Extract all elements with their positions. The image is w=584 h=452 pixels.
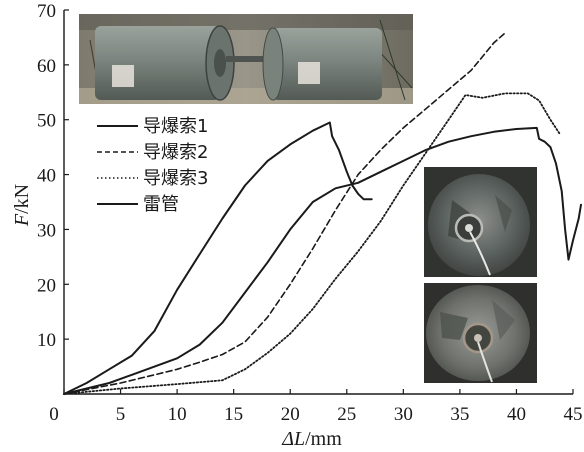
series-line-4 xyxy=(63,126,582,395)
series-line-1 xyxy=(63,121,373,395)
legend: 导爆索1 导爆索2 导爆索3 雷管 xyxy=(97,116,208,215)
x-tick-label: 30 xyxy=(394,404,413,425)
x-tick-label: 15 xyxy=(224,404,243,425)
y-tick-label: 10 xyxy=(37,330,56,351)
legend-label-4: 雷管 xyxy=(143,194,179,215)
y-tick-label: 20 xyxy=(37,275,56,296)
legend-item-1: 导爆索1 xyxy=(97,116,208,137)
x-ticks: 0 5 10 15 20 25 30 35 40 45 xyxy=(49,389,583,425)
legend-item-2: 导爆索2 xyxy=(97,142,208,163)
x-tick-label: 40 xyxy=(507,404,526,425)
x-tick-label: 20 xyxy=(281,404,300,425)
x-tick-label: 5 xyxy=(116,404,126,425)
y-tick-label: 70 xyxy=(37,1,56,22)
x-axis-symbol: ΔL xyxy=(281,428,305,450)
y-tick-label: 50 xyxy=(37,111,56,132)
series-line-3 xyxy=(63,92,561,395)
x-tick-label: 35 xyxy=(450,404,469,425)
y-tick-label: 30 xyxy=(37,220,56,241)
series-layer xyxy=(63,31,582,395)
y-tick-label: 40 xyxy=(37,166,56,187)
end-face-photo-lower xyxy=(424,283,537,383)
y-tick-label: 60 xyxy=(37,56,56,77)
end-face-photo-upper xyxy=(424,167,537,277)
legend-label-2: 导爆索2 xyxy=(143,142,208,163)
y-axis-symbol: F xyxy=(11,213,33,227)
x-tick-label: 45 xyxy=(564,404,583,425)
x-tick-label: 0 xyxy=(49,404,59,425)
x-axis-unit: /mm xyxy=(305,428,342,450)
x-tick-label: 10 xyxy=(168,404,187,425)
y-axis-unit: /kN xyxy=(11,184,33,214)
x-axis-label: ΔL/mm xyxy=(281,428,342,450)
x-tick-label: 25 xyxy=(337,404,356,425)
y-ticks: 10 20 30 40 50 60 70 xyxy=(37,1,69,351)
legend-item-4: 雷管 xyxy=(97,194,179,215)
axes: 0 5 10 15 20 25 30 35 40 45 10 20 30 40 50 60 70 xyxy=(37,1,583,425)
series-line-2 xyxy=(63,31,508,395)
y-axis-label: F/kN xyxy=(11,184,33,227)
legend-item-3: 导爆索3 xyxy=(97,168,208,189)
legend-label-1: 导爆索1 xyxy=(143,116,208,137)
legend-label-3: 导爆索3 xyxy=(143,168,208,189)
specimen-photo xyxy=(79,14,413,104)
